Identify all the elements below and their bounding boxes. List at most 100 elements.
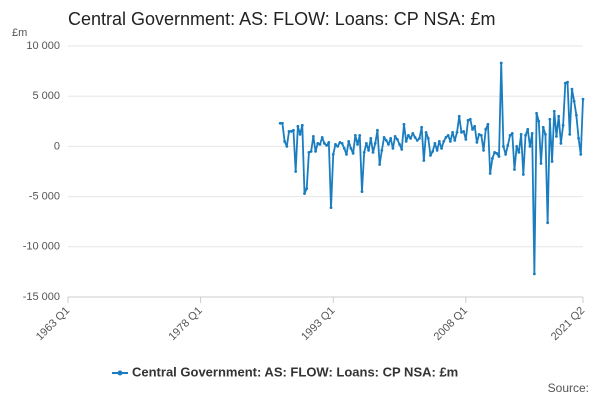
point <box>552 109 556 113</box>
point <box>568 132 572 136</box>
point <box>563 81 567 85</box>
point <box>411 131 415 135</box>
point <box>303 192 306 195</box>
point <box>579 153 583 156</box>
point <box>477 132 481 136</box>
point <box>296 124 300 128</box>
source: Source: <box>548 381 589 395</box>
point <box>504 153 508 156</box>
point <box>389 136 393 140</box>
point <box>513 168 516 171</box>
point <box>546 221 550 225</box>
point <box>349 147 353 150</box>
point <box>327 140 331 144</box>
point <box>493 151 496 154</box>
y-tick-label: 0 <box>54 140 60 152</box>
point <box>334 142 337 146</box>
point <box>468 117 472 121</box>
point <box>433 141 437 145</box>
point <box>380 149 384 152</box>
point <box>457 114 461 118</box>
point <box>521 173 525 176</box>
point <box>451 130 454 134</box>
point <box>300 123 304 127</box>
x-tick-label: 1963 Q1 <box>34 305 72 343</box>
x-tick-label: 1978 Q1 <box>166 305 204 343</box>
x-tick-label: 2021 Q2 <box>549 305 587 343</box>
point <box>555 134 558 138</box>
point <box>342 147 346 150</box>
point <box>530 131 534 135</box>
point <box>508 133 512 137</box>
point <box>537 119 541 123</box>
point <box>318 142 322 146</box>
point <box>526 127 530 131</box>
point <box>437 139 441 143</box>
point <box>464 137 468 141</box>
point <box>429 154 432 157</box>
point <box>340 141 344 145</box>
legend-marker <box>117 370 123 376</box>
point <box>360 190 364 193</box>
point <box>422 159 426 162</box>
point <box>550 160 554 163</box>
point <box>442 139 446 143</box>
point <box>517 151 521 154</box>
point <box>278 121 282 125</box>
point <box>331 153 335 156</box>
point <box>515 145 519 148</box>
point <box>532 272 536 276</box>
point <box>373 141 377 145</box>
point <box>406 133 410 137</box>
y-tick-label: -5 000 <box>29 191 60 203</box>
point <box>502 145 505 148</box>
point <box>311 134 315 138</box>
series-line <box>280 62 584 275</box>
point <box>548 117 552 121</box>
point <box>393 134 397 138</box>
point <box>424 130 428 134</box>
point <box>376 128 379 132</box>
point <box>351 152 355 155</box>
point <box>475 140 479 144</box>
point <box>535 111 538 115</box>
point <box>420 125 424 129</box>
point <box>426 136 430 140</box>
point <box>384 138 388 142</box>
point <box>387 142 390 146</box>
point <box>395 137 399 141</box>
point <box>382 135 386 139</box>
x-tick-label: 2008 Q1 <box>432 305 470 343</box>
point <box>356 142 359 146</box>
point <box>557 114 561 118</box>
point <box>528 145 532 148</box>
point <box>486 122 490 126</box>
legend-label: Central Government: AS: FLOW: Loans: CP … <box>132 364 458 379</box>
point <box>462 129 466 133</box>
point <box>316 141 320 145</box>
y-tick-label: -15 000 <box>23 291 60 303</box>
point <box>460 130 463 134</box>
point <box>362 151 366 154</box>
point <box>367 149 371 152</box>
point <box>353 133 357 137</box>
point <box>314 150 317 153</box>
point <box>404 139 408 143</box>
point <box>305 187 309 190</box>
point <box>413 135 417 139</box>
point <box>559 141 563 145</box>
point <box>371 151 375 154</box>
point <box>320 135 324 139</box>
point <box>577 136 580 140</box>
chart-title: Central Government: AS: FLOW: Loans: CP … <box>68 9 496 29</box>
point <box>402 122 406 126</box>
point <box>280 121 284 125</box>
point <box>347 139 351 143</box>
point <box>541 125 545 129</box>
point <box>358 133 362 137</box>
y-tick-label: -10 000 <box>23 241 60 253</box>
point <box>325 143 329 147</box>
point <box>499 61 503 65</box>
point <box>482 149 485 152</box>
